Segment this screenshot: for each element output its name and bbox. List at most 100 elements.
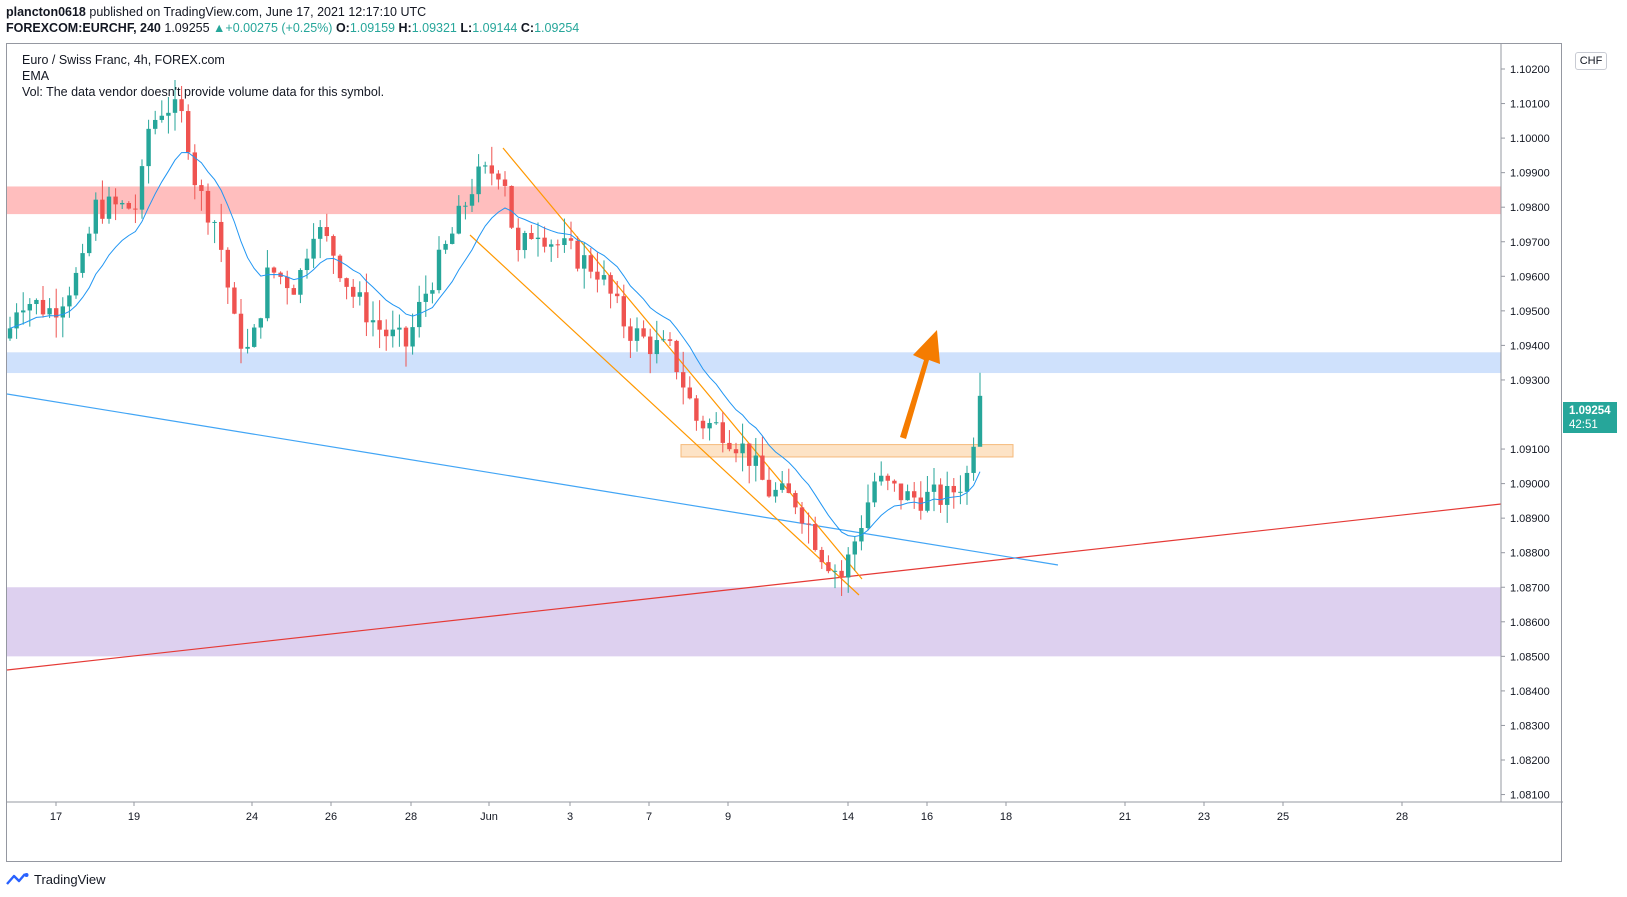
candle-body xyxy=(615,293,620,297)
time-tick-label: 14 xyxy=(842,811,854,823)
candle-body xyxy=(977,395,983,447)
publish-info: published on TradingView.com, June 17, 2… xyxy=(89,5,427,19)
candle-body xyxy=(80,253,85,273)
candle-body xyxy=(344,278,349,287)
candle-body xyxy=(34,299,39,305)
candle-body xyxy=(502,179,508,186)
chart-area[interactable]: 1.10200 1.10100 1.10000 1.09900 1.09800 1.097… xyxy=(6,43,1563,863)
candle-body xyxy=(172,99,178,113)
falling-trendline xyxy=(7,393,1059,566)
price-tick-label: 1.08100 xyxy=(1510,790,1550,802)
candle-body xyxy=(139,166,145,210)
candle-body xyxy=(522,232,527,251)
price-tick-label: 1.10100 xyxy=(1510,99,1550,111)
price-tick-label: 1.10200 xyxy=(1510,64,1550,76)
candle-body xyxy=(47,308,52,315)
candle-body xyxy=(674,340,679,373)
candle-body xyxy=(905,491,910,501)
candle-body xyxy=(311,238,316,259)
candle-body xyxy=(549,244,554,247)
candle-body xyxy=(258,318,263,328)
candle-body xyxy=(87,233,92,254)
time-tick-label: 26 xyxy=(325,811,337,823)
candle-body xyxy=(436,249,442,291)
candle-body xyxy=(931,484,937,492)
time-tick-label: 7 xyxy=(646,811,652,823)
legend-volume: Vol: The data vendor doesn't provide vol… xyxy=(22,85,385,99)
candle-body xyxy=(740,443,745,454)
time-tick-label: 24 xyxy=(246,811,258,823)
candle-body xyxy=(938,484,943,505)
price-tag-countdown: 42:51 xyxy=(1569,419,1598,431)
candle-body xyxy=(54,308,59,318)
candle-body xyxy=(93,199,98,234)
symbol-name[interactable]: FOREXCOM:EURCHF, 240 xyxy=(6,21,161,35)
candle-body xyxy=(516,227,521,251)
candle-body xyxy=(245,346,250,349)
candle-body xyxy=(912,491,917,498)
candle-body xyxy=(582,255,587,269)
tradingview-logo-icon[interactable] xyxy=(6,872,30,886)
candle-body xyxy=(707,422,712,429)
candle-body xyxy=(971,446,976,473)
candle-body xyxy=(509,185,514,228)
candle-body xyxy=(397,327,402,330)
candle-body xyxy=(806,523,811,525)
rising-trendline xyxy=(7,503,1502,671)
candle-body xyxy=(298,270,303,295)
candle-body xyxy=(898,483,904,501)
candle-body xyxy=(40,299,46,315)
candle-body xyxy=(681,372,686,388)
candle-body xyxy=(628,326,633,341)
time-tick-label: 16 xyxy=(921,811,933,823)
candle-body xyxy=(100,199,105,219)
candle-body xyxy=(489,165,494,174)
candle-body xyxy=(153,119,158,129)
candle-body xyxy=(654,340,659,355)
candle-body xyxy=(535,237,541,240)
candle-body xyxy=(14,312,19,329)
price-tick-label: 1.09400 xyxy=(1510,340,1550,352)
candle-body xyxy=(813,524,818,550)
candle-body xyxy=(331,236,336,256)
open-value: 1.09159 xyxy=(349,21,396,35)
candle-body xyxy=(773,489,778,497)
author-name[interactable]: plancton0618 xyxy=(6,5,86,19)
candle-body xyxy=(727,442,732,450)
currency-badge[interactable]: CHF xyxy=(1575,52,1607,70)
candle-body xyxy=(786,483,791,494)
time-tick-label: 18 xyxy=(1000,811,1012,823)
candle-body xyxy=(186,111,191,153)
candle-body xyxy=(456,205,461,234)
candle-body xyxy=(542,237,547,247)
resistance-zone xyxy=(7,186,1501,215)
time-tick-label: 28 xyxy=(405,811,417,823)
candle-body xyxy=(469,194,475,206)
footer: TradingView xyxy=(6,868,106,890)
legend-ema[interactable]: EMA xyxy=(22,69,50,83)
time-tick-label: 25 xyxy=(1277,811,1289,823)
candle-body xyxy=(945,485,950,505)
candle-body xyxy=(879,475,884,482)
time-tick-label: 9 xyxy=(725,811,731,823)
candle-body xyxy=(318,227,323,239)
candle-body xyxy=(892,480,897,484)
legend-title: Euro / Swiss Franc, 4h, FOREX.com xyxy=(22,53,225,67)
candle-body xyxy=(555,244,560,246)
candle-body xyxy=(225,249,230,288)
footer-brand[interactable]: TradingView xyxy=(34,871,106,887)
candle-body xyxy=(826,562,831,572)
candle-body xyxy=(661,339,666,341)
price-tick-label: 1.09100 xyxy=(1510,444,1550,456)
time-tick-label: Jun xyxy=(480,811,498,823)
price-chart[interactable]: 1.10200 1.10100 1.10000 1.09900 1.09800 1.097… xyxy=(7,44,1563,863)
candle-body xyxy=(219,221,224,250)
high-label: H: xyxy=(398,21,412,35)
candle-body xyxy=(667,339,673,341)
candle-body xyxy=(832,570,838,572)
candle-body xyxy=(793,493,798,508)
candle-body xyxy=(199,185,204,191)
candle-body xyxy=(27,304,32,311)
time-tick-label: 3 xyxy=(567,811,573,823)
candle-body xyxy=(700,420,706,429)
